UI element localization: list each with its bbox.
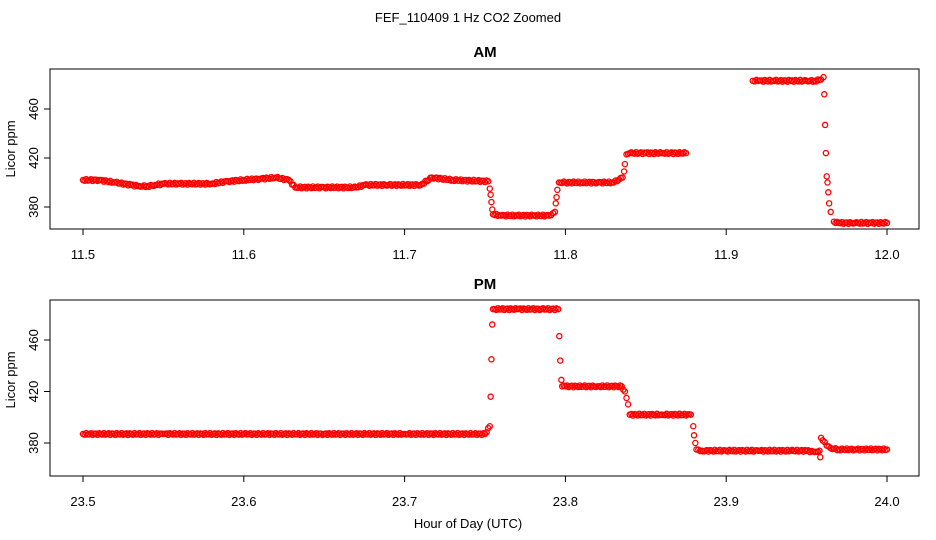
y-tick-label-pm: 380 [26, 432, 41, 454]
data-point-am [823, 173, 830, 180]
x-tick-label-am: 11.9 [714, 247, 738, 262]
data-point-am [883, 219, 891, 227]
data-point-pm [692, 439, 699, 447]
data-point-am [682, 149, 690, 157]
data-point-pm [488, 356, 495, 363]
data-point-pm [487, 393, 494, 400]
data-point-pm [687, 411, 695, 418]
data-point-am [825, 189, 832, 196]
chart-am: AM Licor ppm 11.5 11.6 11.7 11.8 11.9 12.0 38… [3, 44, 920, 262]
data-point-pm [557, 357, 564, 364]
x-tick-label-am: 11.5 [71, 247, 95, 262]
x-tick-label-pm: 23.9 [714, 494, 739, 509]
x-tick-label-am: 12.0 [874, 247, 899, 262]
data-point-pm [624, 401, 632, 408]
x-tick-label-pm: 23.8 [553, 494, 578, 509]
data-point-pm [488, 321, 496, 328]
data-point-am [824, 179, 831, 186]
chart-title-am: AM [473, 44, 496, 61]
data-point-am [484, 178, 492, 185]
x-tick-label-pm: 23.7 [392, 494, 417, 509]
data-point-pm [481, 430, 489, 438]
data-point-pm [551, 306, 559, 314]
y-axis-pm: 380 420 460 [26, 329, 50, 454]
y-axis-am: 380 420 460 [26, 98, 50, 218]
chart-pm: PM Licor ppm 23.5 23.6 23.7 23.8 23.9 24.0 38… [3, 276, 920, 509]
data-point-am [620, 168, 628, 175]
data-point-am [679, 150, 687, 157]
data-point-pm [556, 332, 563, 340]
points-am [79, 73, 891, 228]
y-axis-label-pm: Licor ppm [3, 351, 18, 408]
data-point-pm [883, 446, 891, 453]
y-tick-label-pm: 460 [26, 329, 41, 351]
data-point-pm [623, 394, 630, 402]
data-point-pm [478, 431, 486, 439]
data-point-am [487, 191, 494, 198]
x-tick-label-am: 11.8 [553, 247, 577, 262]
plot-frame-am [49, 68, 920, 230]
data-point-am [481, 178, 489, 186]
data-point-am [554, 186, 561, 194]
data-point-am [287, 178, 294, 185]
plot-frame-pm [49, 299, 920, 477]
data-point-pm [690, 432, 698, 439]
x-axis-label: Hour of Day (UTC) [414, 516, 522, 531]
data-point-am [486, 185, 494, 192]
data-point-am [880, 220, 888, 227]
x-tick-label-am: 11.6 [232, 247, 256, 262]
figure-title: FEF_110409 1 Hz CO2 Zoomed [375, 10, 561, 25]
data-point-pm [554, 305, 562, 313]
x-tick-label-pm: 23.6 [231, 494, 256, 509]
data-point-am [825, 200, 833, 207]
data-point-am [619, 174, 626, 181]
data-point-am [552, 200, 560, 207]
y-tick-label-am: 380 [26, 196, 41, 218]
x-tick-label-pm: 23.5 [70, 494, 95, 509]
data-point-am [488, 198, 495, 206]
points-pm [79, 304, 891, 461]
data-point-pm [615, 383, 622, 391]
data-point-am [621, 160, 629, 168]
x-axis-am: 11.5 11.6 11.7 11.8 11.9 12.0 [71, 229, 900, 262]
data-point-am [553, 193, 560, 201]
data-point-pm [817, 453, 824, 461]
data-point-am [820, 73, 827, 81]
data-point-pm [486, 423, 494, 430]
data-point-pm [816, 447, 823, 454]
x-tick-label-pm: 24.0 [874, 494, 899, 509]
data-point-am [613, 177, 621, 185]
data-point-am [551, 208, 559, 216]
data-point-pm [558, 376, 565, 384]
data-point-am [821, 91, 828, 98]
x-axis-pm: 23.5 23.6 23.7 23.8 23.9 24.0 [70, 476, 900, 509]
data-point-pm [618, 383, 625, 390]
chart-title-pm: PM [474, 276, 497, 293]
data-point-am [821, 121, 829, 129]
data-point-am [827, 208, 834, 216]
data-point-pm [621, 388, 629, 395]
x-tick-label-am: 11.7 [392, 247, 416, 262]
y-tick-label-am: 420 [26, 147, 41, 169]
data-point-pm [689, 423, 697, 430]
y-tick-label-pm: 420 [26, 381, 41, 403]
y-axis-label-am: Licor ppm [3, 120, 18, 177]
data-point-am [822, 149, 830, 157]
y-tick-label-am: 460 [26, 98, 41, 120]
